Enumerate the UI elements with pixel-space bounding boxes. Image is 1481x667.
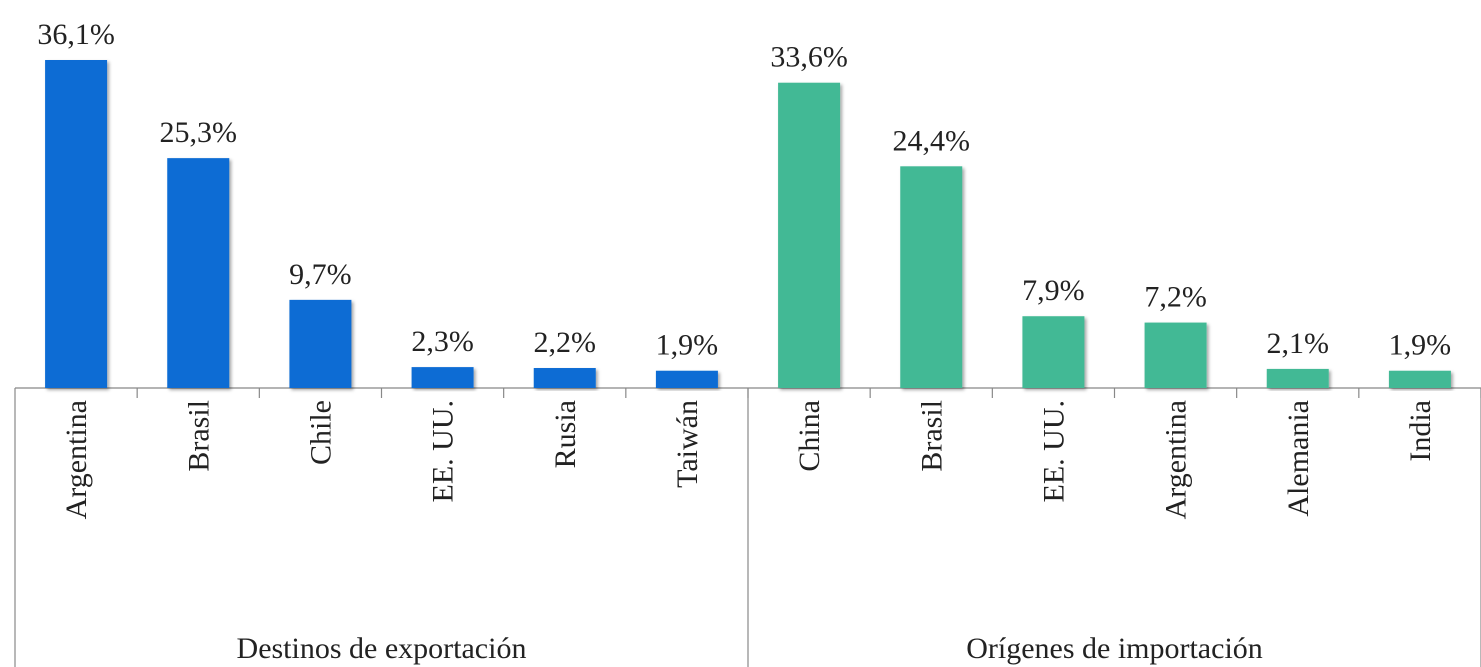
bar bbox=[167, 158, 230, 388]
value-label: 2,1% bbox=[1267, 327, 1330, 360]
bar bbox=[1022, 316, 1085, 388]
value-label: 25,3% bbox=[160, 116, 238, 149]
value-label: 1,9% bbox=[1389, 329, 1452, 362]
x-tick-label: Argentina bbox=[60, 400, 93, 519]
value-label: 9,7% bbox=[289, 258, 352, 291]
x-tick-label: Brasil bbox=[915, 400, 948, 472]
value-label: 2,3% bbox=[411, 325, 474, 358]
value-label: 7,2% bbox=[1144, 281, 1207, 314]
value-label: 24,4% bbox=[893, 124, 971, 157]
bar bbox=[289, 299, 352, 388]
x-tick-label: Chile bbox=[304, 400, 337, 465]
x-tick-label: Rusia bbox=[549, 400, 582, 468]
x-tick-label: India bbox=[1404, 400, 1437, 462]
x-tick-label: Brasil bbox=[182, 400, 215, 472]
bar bbox=[533, 368, 596, 388]
x-tick-label: Taiwán bbox=[671, 400, 704, 488]
x-tick-label: China bbox=[793, 400, 826, 472]
bar bbox=[1266, 368, 1329, 388]
bar bbox=[45, 60, 108, 388]
bar bbox=[1388, 370, 1451, 388]
value-label: 33,6% bbox=[770, 41, 848, 74]
value-label: 36,1% bbox=[37, 18, 115, 51]
bar bbox=[655, 370, 718, 388]
group-label: Orígenes de importación bbox=[966, 632, 1263, 665]
x-tick-label: EE. UU. bbox=[427, 400, 460, 502]
x-tick-label: EE. UU. bbox=[1037, 400, 1070, 502]
value-label: 1,9% bbox=[656, 329, 719, 362]
x-tick-label: Argentina bbox=[1160, 400, 1193, 519]
bar bbox=[778, 82, 841, 388]
bar bbox=[411, 367, 474, 388]
x-tick-label: Alemania bbox=[1282, 400, 1315, 517]
bar bbox=[900, 166, 963, 388]
value-label: 2,2% bbox=[534, 326, 597, 359]
value-label: 7,9% bbox=[1022, 274, 1085, 307]
bar bbox=[1144, 322, 1207, 388]
group-label: Destinos de exportación bbox=[237, 632, 527, 665]
